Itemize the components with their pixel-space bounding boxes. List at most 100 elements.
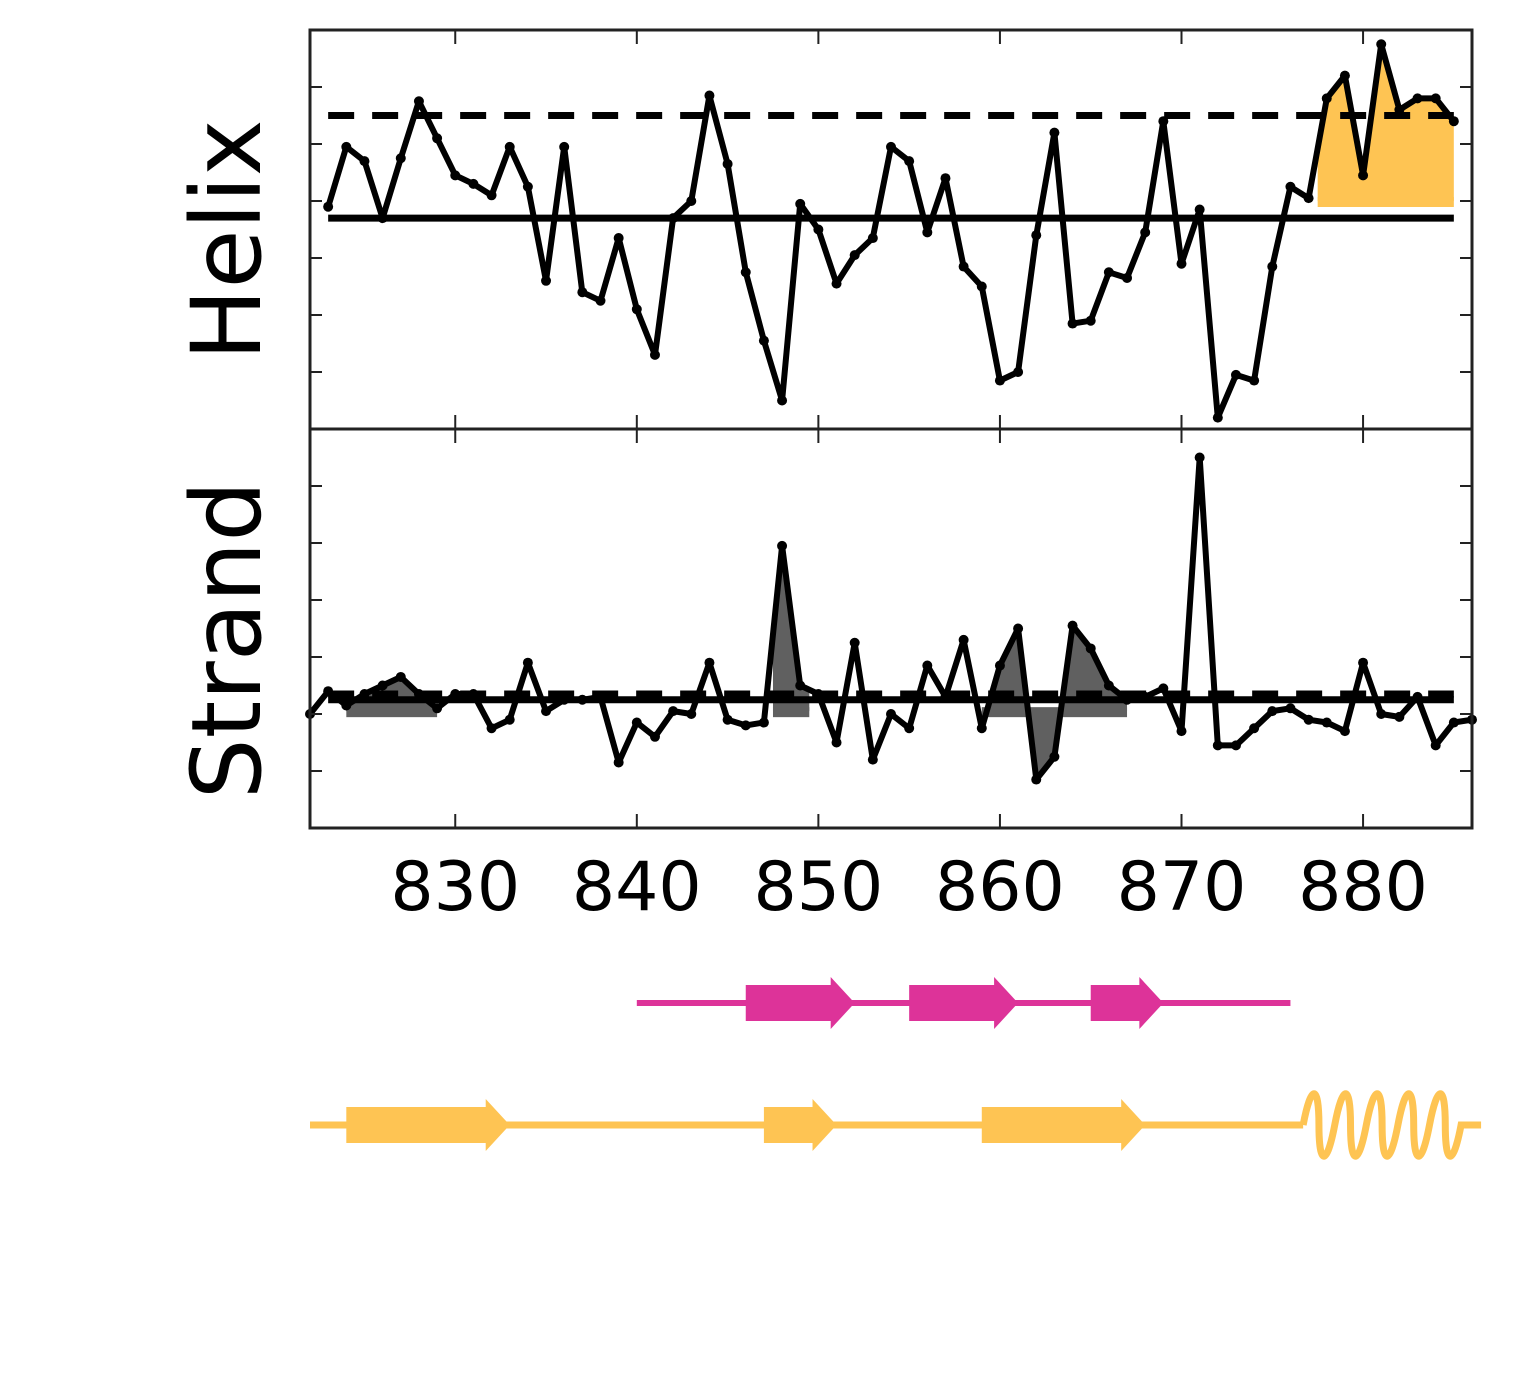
strand-data-point [1031, 774, 1042, 785]
helix-data-point [577, 287, 588, 298]
helix-data-point [958, 261, 969, 272]
helix-data-point [777, 395, 788, 406]
track-strand-arrow [1090, 977, 1164, 1029]
helix-data-point [1430, 93, 1441, 104]
strand-data-point [740, 720, 751, 731]
strand-data-point [1103, 680, 1114, 691]
strand-data-point [631, 717, 642, 728]
helix-data-point [1212, 412, 1223, 423]
strand-data-point [613, 757, 624, 768]
strand-filled-area [981, 625, 1128, 780]
helix-data-point [976, 281, 987, 292]
strand-data-point [722, 714, 733, 725]
strand-series-line [307, 454, 1473, 783]
helix-data-point [1067, 318, 1078, 329]
strand-data-point [886, 709, 896, 719]
strand-data-point [1212, 740, 1223, 751]
axis-ticks [310, 30, 1472, 828]
strand-data-point [1013, 623, 1024, 634]
strand-data-point [758, 717, 769, 728]
helix-data-point [1358, 170, 1369, 181]
helix-data-point [486, 190, 497, 201]
helix-fill-layer [1317, 44, 1454, 207]
x-tick-label: 840 [572, 848, 702, 927]
strand-data-point [323, 686, 334, 697]
helix-data-point [413, 96, 424, 107]
helix-data-point [940, 173, 951, 184]
strand-data-point [940, 691, 951, 702]
strand-data-point [468, 689, 479, 700]
helix-data-point [795, 198, 806, 209]
helix-data-point [1376, 39, 1387, 50]
helix-data-point [613, 233, 624, 244]
helix-data-point [359, 156, 370, 167]
helix-data-point [722, 158, 733, 169]
strand-data-point [432, 703, 443, 714]
helix-data-point [904, 156, 915, 167]
track-strand-arrow [745, 977, 855, 1029]
strand-data-point [1285, 703, 1296, 714]
strand-data-point [777, 540, 788, 551]
strand-data-point [1394, 711, 1405, 722]
track-strand-arrow [909, 977, 1019, 1029]
strand-data-point [413, 689, 424, 700]
strand-data-point [813, 689, 824, 700]
helix-data-point [1103, 267, 1114, 278]
helix-data-point [1194, 204, 1205, 215]
helix-data-point [541, 275, 552, 286]
helix-ylabel: Helix [171, 119, 283, 360]
strand-data-point [994, 660, 1005, 671]
helix-data-point [1285, 181, 1296, 192]
helix-filled-band [1317, 197, 1454, 207]
strand-data-point [1358, 657, 1369, 668]
strand-data-point [795, 680, 806, 691]
strand-data-point [559, 694, 570, 705]
helix-data-point [994, 375, 1005, 386]
helix-data-point [1412, 93, 1423, 104]
strand-data-point [1412, 691, 1423, 702]
strand-data-point [1067, 620, 1078, 631]
strand-data-point [686, 709, 697, 719]
helix-data-point [886, 141, 896, 152]
strand-data-point [1430, 740, 1441, 751]
strand-filled-band [772, 707, 810, 718]
helix-data-point [831, 278, 842, 289]
helix-data-point [1303, 193, 1314, 204]
helix-data-point [341, 141, 352, 152]
x-tick-labels: 830 840 850 860 870 880 [390, 848, 1428, 927]
helix-data-point [1249, 375, 1260, 386]
strand-data-point [1376, 709, 1387, 719]
helix-data-point [1122, 272, 1133, 283]
helix-data-point [559, 141, 570, 152]
x-tick-label: 860 [935, 848, 1065, 927]
strand-data-point [522, 657, 533, 668]
helix-data-point [450, 170, 461, 181]
helix-series-line [325, 41, 1457, 421]
helix-data-point [631, 304, 642, 315]
strand-data-point [1321, 717, 1332, 728]
helix-data-point [1013, 367, 1024, 377]
helix-data-point [1230, 369, 1241, 380]
helix-data-point [377, 213, 388, 224]
helix-data-point [1031, 230, 1042, 241]
helix-data-point [1085, 315, 1096, 326]
strand-data-point [849, 637, 860, 648]
strand-panel-frame [308, 427, 1474, 830]
helix-data-point [813, 224, 824, 235]
helix-data-point [668, 213, 679, 224]
helix-data-point [1140, 227, 1151, 238]
strand-filled-band [981, 707, 1128, 718]
x-tick-label: 870 [1117, 848, 1247, 927]
helix-data-point [758, 335, 769, 346]
helix-data-point [595, 295, 606, 306]
strand-data-point [1176, 726, 1187, 737]
strand-data-point [668, 706, 679, 717]
strand-data-point [1194, 452, 1205, 463]
series-points [305, 39, 1477, 785]
strand-data-point [486, 723, 497, 734]
helix-data-point [432, 133, 443, 144]
strand-data-point [1249, 723, 1260, 734]
strand-data-point [831, 737, 842, 748]
strand-fill-layer [346, 545, 1128, 780]
